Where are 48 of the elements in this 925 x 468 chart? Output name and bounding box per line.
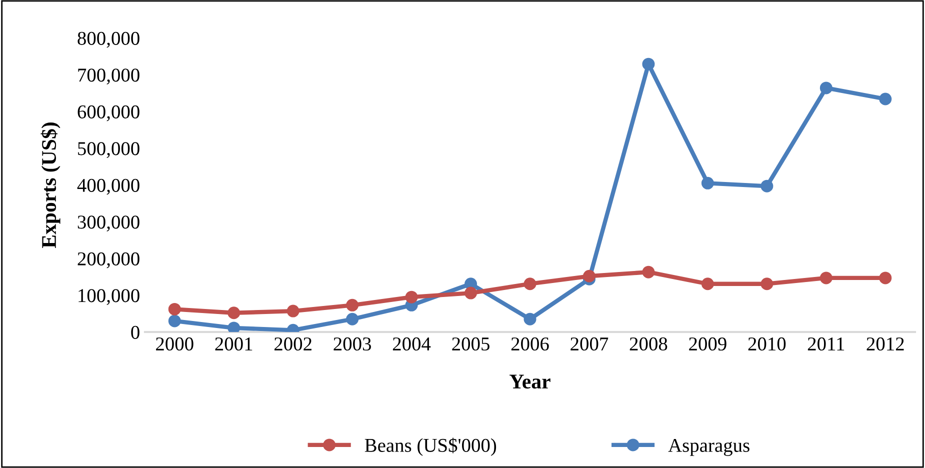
y-tick-label: 700,000 xyxy=(78,68,140,84)
x-tick-label: 2000 xyxy=(156,337,194,351)
y-tick-label: 800,000 xyxy=(78,32,140,48)
point xyxy=(701,176,714,190)
x-tick-label: 2008 xyxy=(630,337,668,351)
point xyxy=(286,304,300,318)
point xyxy=(524,278,536,290)
point xyxy=(701,278,714,290)
y-tick-label: 100,000 xyxy=(78,289,140,305)
x-tick-label: 2009 xyxy=(689,337,726,351)
x-tick-label: 2006 xyxy=(511,337,549,351)
y-tick-label: 600,000 xyxy=(78,105,140,122)
x-tick-label: 2011 xyxy=(808,337,844,351)
x-tick-label: 2003 xyxy=(334,337,371,351)
point xyxy=(879,92,892,106)
point xyxy=(642,266,655,278)
point xyxy=(642,58,655,70)
y-tick-label: 200,000 xyxy=(78,252,140,268)
x-tick-label: 2012 xyxy=(866,337,904,351)
y-tick-label: 300,000 xyxy=(78,216,140,232)
point xyxy=(524,312,536,326)
point xyxy=(228,306,240,320)
point xyxy=(346,298,359,312)
point xyxy=(879,272,892,284)
point xyxy=(582,270,596,282)
x-axis-title: Year xyxy=(510,374,550,389)
x-tick-label: 2005 xyxy=(452,337,490,351)
y-axis-title: Exports (US$) xyxy=(40,122,60,248)
y-tick-label: 500,000 xyxy=(78,142,140,158)
x-tick-label: 2010 xyxy=(748,337,786,351)
point xyxy=(228,322,240,332)
y-tick-label: 0 xyxy=(131,326,140,339)
point xyxy=(168,314,181,328)
x-tick-label: 2002 xyxy=(274,337,312,351)
point xyxy=(760,278,774,290)
legend-label: Asparagus xyxy=(668,438,750,456)
legend-label: Beans (US$'000) xyxy=(364,438,496,456)
point xyxy=(760,180,774,192)
x-tick-label: 2001 xyxy=(215,337,252,351)
point xyxy=(405,290,418,304)
x-tick-label: 2007 xyxy=(570,337,608,351)
point xyxy=(346,312,359,326)
point xyxy=(820,82,832,94)
point xyxy=(168,302,181,316)
y-tick-label: 400,000 xyxy=(77,178,140,195)
x-tick-label: 2004 xyxy=(392,337,431,351)
point xyxy=(820,272,832,284)
point xyxy=(464,286,478,300)
